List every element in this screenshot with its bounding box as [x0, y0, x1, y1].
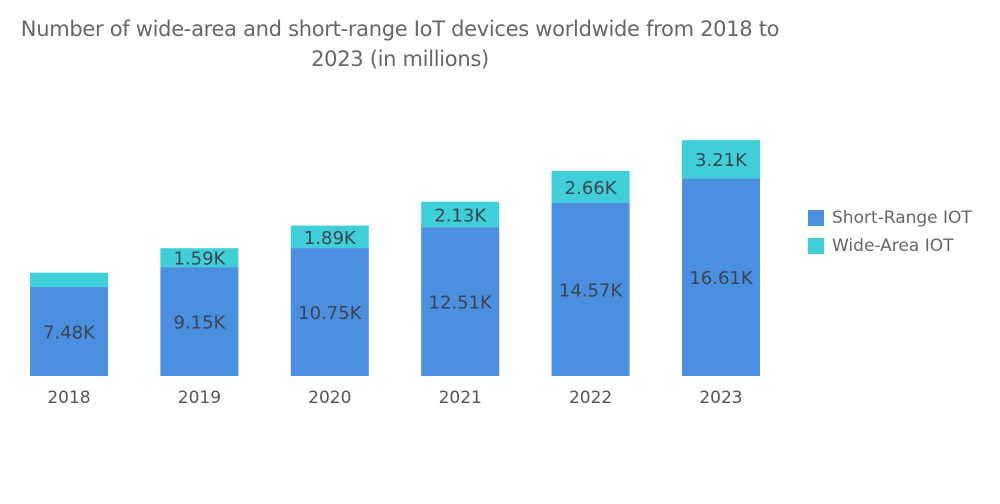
data-label-wide-area-2020: 1.89K [304, 228, 357, 249]
x-tick-label-2023: 2023 [699, 388, 742, 408]
bar-short-range-2023[interactable] [682, 178, 760, 376]
legend-swatch-wide-area [808, 238, 824, 254]
bar-wide-area-2023[interactable] [682, 140, 760, 179]
data-label-wide-area-2021: 2.13K [434, 205, 487, 226]
chart-title-line-2: 2023 (in millions) [311, 47, 489, 71]
x-tick-label-2021: 2021 [439, 388, 482, 408]
chart-title-line-1: Number of wide-area and short-range IoT … [20, 17, 780, 41]
data-label-wide-area-2022: 2.66K [565, 178, 618, 199]
legend-item-short-range[interactable]: Short-Range IOT [808, 204, 972, 232]
bar-wide-area-2018[interactable] [30, 272, 108, 287]
data-label-short-range-2023: 16.61K [689, 268, 754, 289]
bar-wide-area-2021[interactable] [421, 201, 500, 228]
data-label-wide-area-2023: 3.21K [695, 150, 748, 171]
data-label-short-range-2021: 12.51K [429, 293, 494, 314]
x-tick-label-2018: 2018 [47, 388, 90, 408]
bar-short-range-2022[interactable] [551, 202, 630, 376]
legend-label-wide-area: Wide-Area IOT [832, 236, 954, 256]
x-tick-label-2020: 2020 [308, 388, 351, 408]
chart-title: Number of wide-area and short-range IoT … [0, 14, 800, 74]
legend-swatch-short-range [808, 210, 824, 226]
data-label-short-range-2018: 7.48K [43, 322, 96, 343]
data-label-wide-area-2019: 1.59K [173, 249, 226, 270]
bar-short-range-2018[interactable] [30, 286, 108, 376]
legend-label-short-range: Short-Range IOT [832, 208, 972, 228]
data-label-short-range-2019: 9.15K [173, 313, 226, 334]
legend-item-wide-area[interactable]: Wide-Area IOT [808, 232, 972, 260]
bar-short-range-2021[interactable] [421, 227, 500, 376]
x-tick-label-2019: 2019 [178, 388, 221, 408]
data-label-short-range-2022: 14.57K [559, 280, 624, 301]
bar-short-range-2020[interactable] [290, 248, 369, 376]
bar-wide-area-2019[interactable] [160, 248, 239, 268]
data-label-short-range-2020: 10.75K [298, 303, 363, 324]
bar-short-range-2019[interactable] [160, 267, 239, 376]
stacked-bar-chart: 7.48K 2018 9.15K 1.59K 2019 10.75K 1.89K 2020 12… [30, 140, 760, 408]
legend: Short-Range IOT Wide-Area IOT [808, 204, 972, 260]
bar-wide-area-2020[interactable] [290, 225, 369, 249]
bar-wide-area-2022[interactable] [551, 170, 630, 203]
x-tick-label-2022: 2022 [569, 388, 612, 408]
